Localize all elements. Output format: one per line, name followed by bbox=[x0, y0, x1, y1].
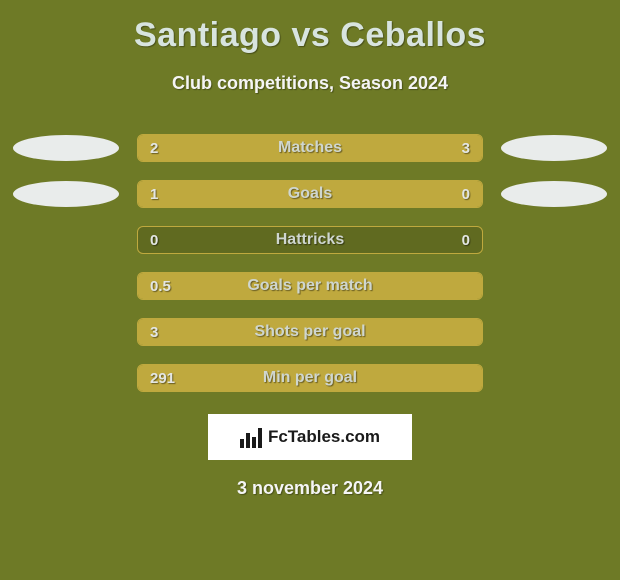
stat-row: 3Shots per goal bbox=[10, 318, 610, 346]
player-left-avatar bbox=[13, 181, 119, 207]
stat-bar: 0 0Hattricks bbox=[137, 226, 483, 254]
stat-bar-left-fill bbox=[138, 365, 482, 391]
logo-text: FcTables.com bbox=[268, 427, 380, 447]
spacer bbox=[13, 273, 119, 299]
player-left-avatar bbox=[13, 135, 119, 161]
stat-left-value: 2 bbox=[150, 135, 158, 161]
stat-row: 23Matches bbox=[10, 134, 610, 162]
stat-bar: 23Matches bbox=[137, 134, 483, 162]
source-logo[interactable]: FcTables.com bbox=[208, 414, 412, 460]
stat-bar-left-fill bbox=[138, 273, 482, 299]
stat-bar-left-fill bbox=[138, 319, 482, 345]
spacer bbox=[13, 365, 119, 391]
stat-left-value: 1 bbox=[150, 181, 158, 207]
stat-row: 291Min per goal bbox=[10, 364, 610, 392]
stat-bar-right-fill bbox=[276, 135, 482, 161]
footer-date: 3 november 2024 bbox=[0, 478, 620, 499]
stat-left-value: 3 bbox=[150, 319, 158, 345]
stat-left-value: 0.5 bbox=[150, 273, 171, 299]
spacer bbox=[501, 273, 607, 299]
spacer bbox=[501, 227, 607, 253]
stat-row: 10Goals bbox=[10, 180, 610, 208]
spacer bbox=[501, 319, 607, 345]
stat-bar: 10Goals bbox=[137, 180, 483, 208]
subtitle: Club competitions, Season 2024 bbox=[0, 73, 620, 94]
stat-bar-left-fill bbox=[138, 135, 276, 161]
stat-bar-right-fill bbox=[403, 181, 482, 207]
stat-right-value: 3 bbox=[462, 135, 470, 161]
vs-separator: vs bbox=[292, 16, 331, 54]
stat-bar: 291Min per goal bbox=[137, 364, 483, 392]
comparison-card: Santiago vs Ceballos Club competitions, … bbox=[0, 0, 620, 580]
stat-left-value: 0 bbox=[150, 227, 158, 253]
stat-label: Hattricks bbox=[138, 227, 482, 253]
bar-chart-icon bbox=[240, 426, 262, 448]
stat-right-value: 0 bbox=[462, 181, 470, 207]
stat-bar-left-fill bbox=[138, 181, 403, 207]
stat-bar: 3Shots per goal bbox=[137, 318, 483, 346]
player-right-name: Ceballos bbox=[340, 16, 486, 54]
stat-row: 0.5Goals per match bbox=[10, 272, 610, 300]
spacer bbox=[501, 365, 607, 391]
stat-bar: 0.5Goals per match bbox=[137, 272, 483, 300]
player-left-name: Santiago bbox=[134, 16, 282, 54]
spacer bbox=[13, 227, 119, 253]
player-right-avatar bbox=[501, 135, 607, 161]
page-title: Santiago vs Ceballos bbox=[0, 16, 620, 55]
stats-area: 23Matches10Goals00Hattricks0.5Goals per … bbox=[0, 134, 620, 392]
stat-left-value: 291 bbox=[150, 365, 175, 391]
stat-row: 0 0Hattricks bbox=[10, 226, 610, 254]
stat-right-value: 0 bbox=[462, 227, 470, 253]
spacer bbox=[13, 319, 119, 345]
player-right-avatar bbox=[501, 181, 607, 207]
